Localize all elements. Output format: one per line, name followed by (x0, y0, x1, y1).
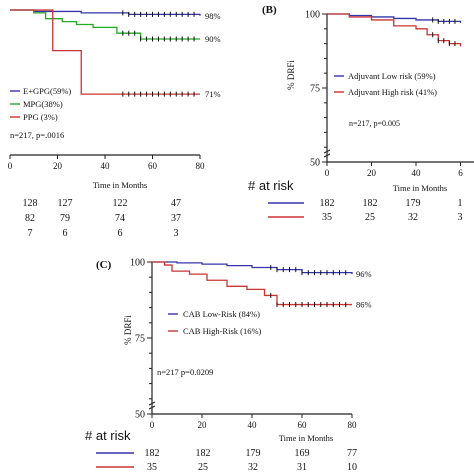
panel-a: 0 20 40 60 80 98% 90% 71% Time in Months E+GPG… (8, 9, 221, 239)
panel-b-risk-title: # at risk (248, 178, 294, 193)
panel-c-x-tick-label: 0 (150, 420, 155, 430)
end-label-cab-high-risk-16: 86% (356, 300, 372, 310)
panel-a-risk-table: 128 127 122 47 82 79 74 37 7 6 6 3 (23, 198, 182, 239)
panel-a-risk-cell: 122 (113, 198, 128, 209)
panel-b-x-tick-label: 40 (412, 168, 422, 178)
panel-a-risk-cell: 74 (115, 213, 125, 224)
legend-label-cab-high: CAB High-Risk (16%) (183, 326, 262, 336)
legend-label-adj-high: Adjuvant High risk (41%) (348, 87, 437, 97)
end-label-e-gpg-59: 98% (205, 11, 221, 21)
panel-a-risk-cell: 79 (60, 213, 70, 224)
series-line-cab-high-risk-16 (152, 261, 352, 306)
panel-b: (B) % DRFi 100 75 50 0 20 40 6 Time in Months… (248, 4, 474, 223)
panel-c-y-tick-label: 100 (130, 258, 145, 269)
panel-c-risk-cell: 169 (295, 448, 310, 459)
panel-c-risk-cell: 25 (198, 462, 208, 473)
panel-b-risk-cell: 1 (458, 198, 463, 209)
panel-a-x-tick-label: 40 (101, 161, 111, 171)
panel-c-risk-cell: 31 (297, 462, 307, 473)
panel-b-risk-cell: 32 (408, 212, 418, 223)
panel-b-risk-cell: 179 (406, 198, 421, 209)
panel-c-x-tick-label: 20 (198, 420, 208, 430)
panel-c-risk-cell: 35 (147, 462, 157, 473)
panel-b-y-label: % DRFi (286, 60, 296, 90)
panel-b-y-tick-label: 100 (305, 10, 320, 21)
panel-c-risk-title: # at risk (85, 428, 131, 443)
panel-a-x-tick-label: 80 (196, 161, 206, 171)
panel-c-risk-cell: 77 (347, 448, 357, 459)
panel-a-risk-cell: 127 (58, 198, 73, 209)
panel-c-x-tick-label: 60 (298, 420, 308, 430)
panel-a-risk-cell: 82 (25, 213, 35, 224)
panel-a-x-label: Time in Months (93, 180, 147, 190)
legend-label-cab-low: CAB Low-Risk (84%) (183, 309, 260, 319)
panel-a-x-tick-label: 20 (53, 161, 63, 171)
panel-a-x-tick-label: 60 (148, 161, 158, 171)
panel-b-annotation: n=217, p=0.005 (349, 119, 400, 128)
panel-c-y-label: % DRFi (123, 315, 133, 345)
panel-b-legend: Adjuvant Low risk (59%) Adjuvant High ri… (334, 71, 437, 97)
panel-c-x-tick-label: 40 (248, 420, 258, 430)
panel-a-risk-cell: 6 (63, 228, 68, 239)
panel-a-risk-cell: 37 (171, 213, 181, 224)
panel-b-risk-table: # at risk 182 182 179 1 35 25 32 3 (248, 178, 463, 223)
panel-b-risk-cell: 35 (322, 212, 332, 223)
panel-c-risk-table: # at risk 182 182 179 169 77 35 25 32 31 10 (85, 428, 357, 473)
panel-a-annotation: n=217, p=.0016 (10, 130, 64, 140)
panel-c: (C) % DRFi 100 75 50 0 20 40 60 80 96% 86% Time… (85, 258, 372, 474)
panel-c-axis-break (148, 401, 156, 410)
panel-a-risk-cell: 3 (174, 228, 179, 239)
panel-b-y-tick-label: 75 (310, 84, 320, 95)
series-line-ppg-3 (10, 9, 200, 95)
panel-b-label: (B) (262, 4, 277, 16)
panel-b-axis-break (323, 149, 331, 158)
panel-c-y-tick-label: 50 (135, 410, 145, 421)
panel-a-risk-cell: 7 (28, 228, 33, 239)
end-label-cab-low-risk-84: 96% (356, 269, 372, 279)
panel-a-risk-cell: 6 (118, 228, 123, 239)
panel-b-x-tick-label: 0 (325, 168, 330, 178)
panel-a-legend: E+GPG(59%) MPG(38%) PPG (3%) (10, 86, 71, 122)
legend-label-egpg: E+GPG(59%) (23, 86, 71, 96)
panel-c-risk-cell: 182 (196, 448, 211, 459)
panel-a-risk-cell: 47 (171, 198, 181, 209)
panel-c-risk-cell: 182 (145, 448, 160, 459)
panel-c-legend: CAB Low-Risk (84%) CAB High-Risk (16%) (168, 309, 262, 336)
panel-b-risk-cell: 3 (458, 212, 463, 223)
end-label-ppg-3: 71% (205, 89, 221, 99)
panel-b-x-label: Time in Months (393, 183, 447, 193)
panel-b-risk-cell: 182 (363, 198, 378, 209)
panel-b-x-tick-label: 6 (458, 168, 463, 178)
legend-label-adj-low: Adjuvant Low risk (59%) (348, 71, 436, 81)
panel-a-x-tick-label: 0 (8, 161, 13, 171)
legend-label-ppg: PPG (3%) (23, 112, 58, 122)
panel-b-y-tick-label: 50 (310, 158, 320, 169)
panel-c-x-tick-label: 80 (348, 420, 358, 430)
panel-b-x-tick-label: 20 (367, 168, 377, 178)
panel-c-label: (C) (96, 259, 112, 271)
legend-label-mpg: MPG(38%) (23, 99, 63, 109)
panel-b-risk-cell: 25 (365, 212, 375, 223)
panel-b-risk-cell: 182 (320, 198, 335, 209)
panel-c-annotation: n=217 p=0.0209 (157, 367, 213, 377)
panel-c-risk-cell: 32 (248, 462, 258, 473)
panel-c-y-tick-label: 75 (135, 334, 145, 345)
panel-c-risk-cell: 179 (246, 448, 261, 459)
end-label-mpg-38: 90% (205, 34, 221, 44)
series-line-cab-low-risk-84 (152, 261, 353, 275)
panel-c-risk-cell: 10 (347, 462, 357, 473)
panel-c-x-label: Time in Months (279, 433, 333, 443)
panel-a-risk-cell: 128 (23, 198, 38, 209)
